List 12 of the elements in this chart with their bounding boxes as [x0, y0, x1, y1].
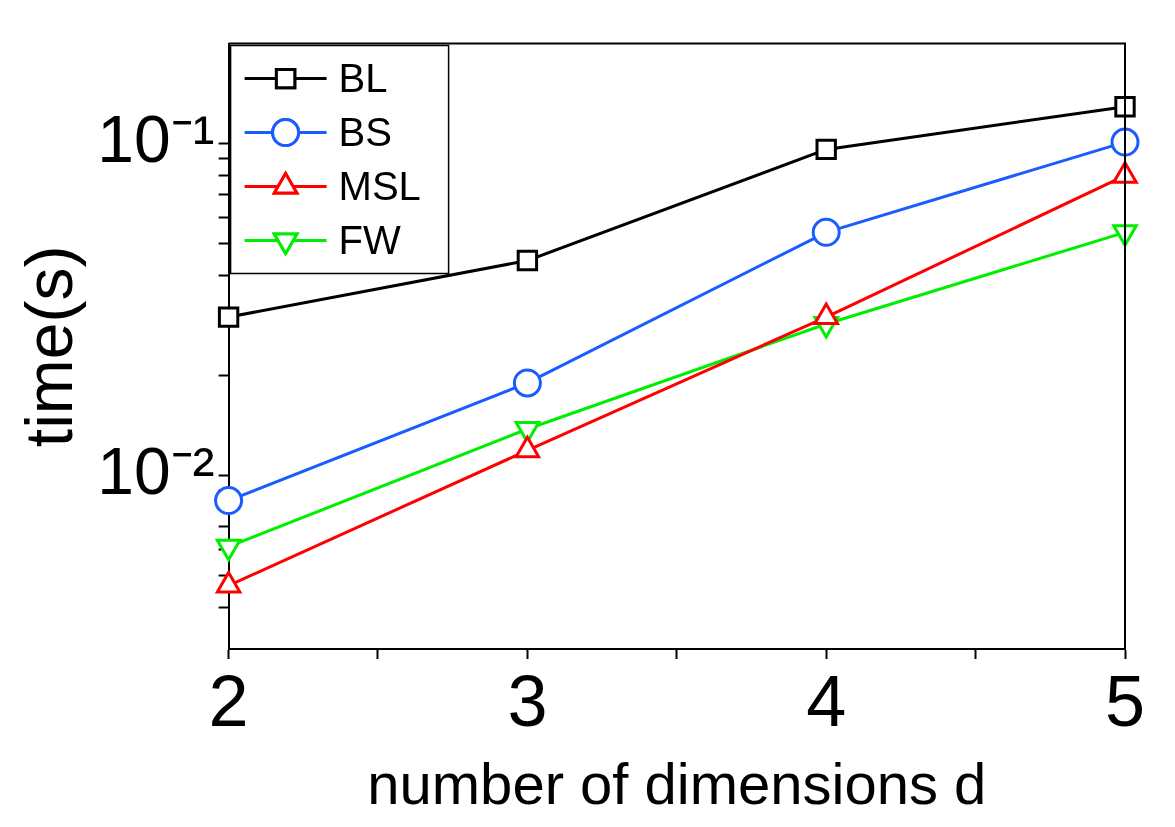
x-tick-label: 2: [208, 661, 249, 742]
x-axis-title: number of dimensions d: [367, 751, 987, 817]
y-tick-label: 10⁻¹: [97, 101, 215, 176]
legend-label: FW: [338, 217, 402, 262]
x-tick-label: 4: [806, 661, 847, 742]
y-axis-title: time(s): [11, 245, 86, 448]
legend-label: MSL: [338, 163, 421, 208]
x-tick-label: 3: [507, 661, 548, 742]
x-tick-label: 5: [1104, 661, 1146, 742]
legend-label: BL: [338, 55, 388, 100]
y-tick-label: 10⁻²: [97, 433, 215, 508]
legend-label: BS: [338, 109, 392, 154]
